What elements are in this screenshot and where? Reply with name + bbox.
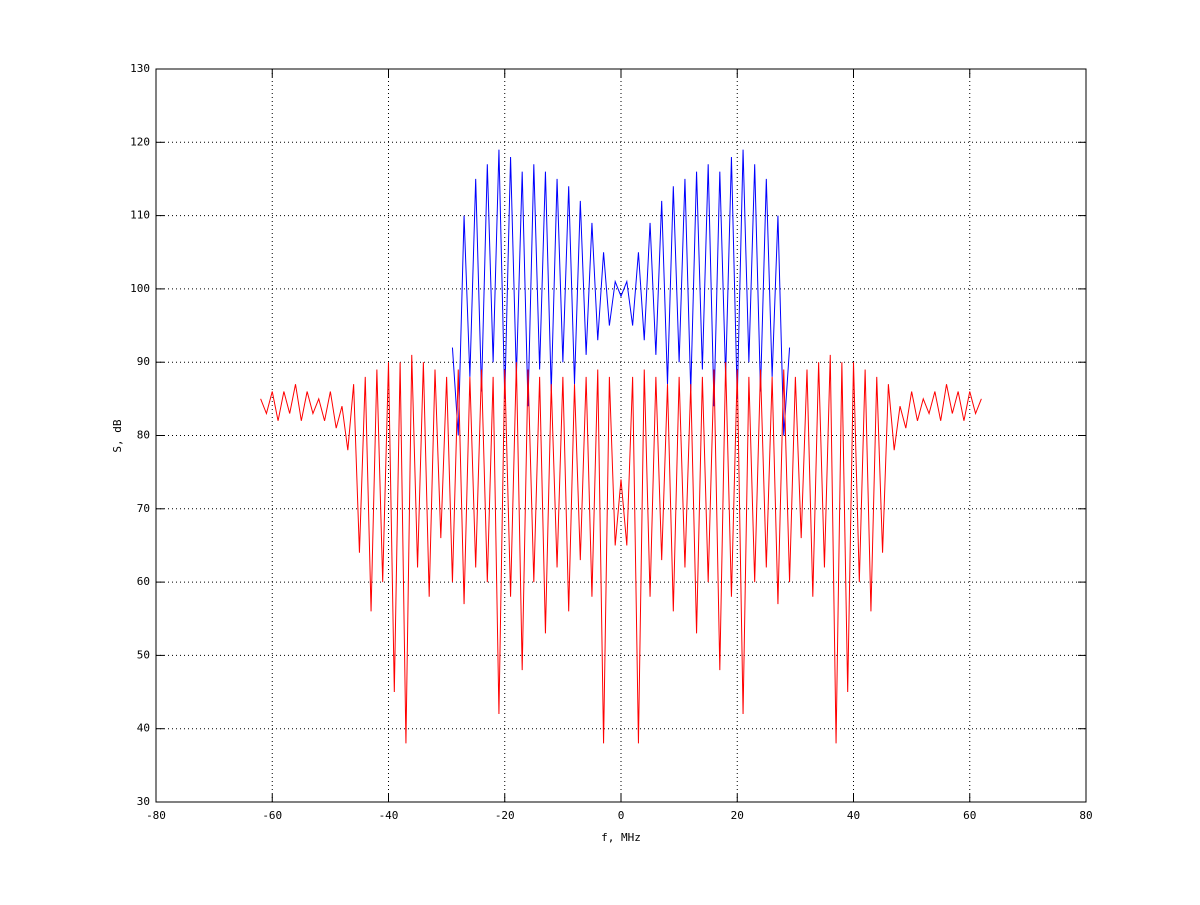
spectrum-line [260,354,982,744]
y-tick-label: 70 [137,502,150,515]
x-tick-label: 80 [1079,809,1092,822]
y-tick-label: 130 [130,62,150,75]
plot-frame [155,68,1087,803]
x-tick-label: 40 [847,809,860,822]
y-axis-label: S, dB [111,419,124,452]
x-tick-label: -20 [495,809,515,822]
x-tick-label: -80 [146,809,166,822]
y-tick-label: 100 [130,282,150,295]
x-tick-label: -40 [379,809,399,822]
x-tick-label: 20 [731,809,744,822]
y-tick-label: 60 [137,575,150,588]
y-tick-label: 50 [137,648,150,661]
y-tick-label: 120 [130,135,150,148]
x-axis-label: f, MHz [601,831,641,844]
y-tick-label: 30 [137,795,150,808]
x-tick-label: 60 [963,809,976,822]
y-tick-label: 90 [137,355,150,368]
y-tick-label: 80 [137,429,150,442]
spectrum-line [451,149,791,436]
y-tick-label: 110 [130,209,150,222]
x-tick-label: -60 [262,809,282,822]
x-tick-label: 0 [618,809,625,822]
y-tick-label: 40 [137,722,150,735]
